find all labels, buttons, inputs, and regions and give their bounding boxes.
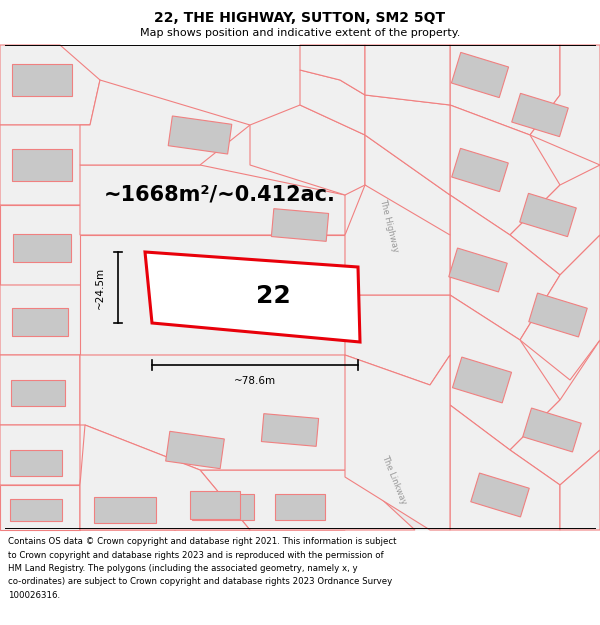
Polygon shape (80, 480, 185, 530)
Polygon shape (0, 425, 85, 485)
Polygon shape (250, 105, 365, 195)
Polygon shape (12, 308, 68, 336)
Polygon shape (166, 431, 224, 469)
Text: Map shows position and indicative extent of the property.: Map shows position and indicative extent… (140, 28, 460, 38)
Polygon shape (168, 116, 232, 154)
Text: HM Land Registry. The polygons (including the associated geometry, namely x, y: HM Land Registry. The polygons (includin… (8, 564, 358, 573)
Polygon shape (529, 293, 587, 337)
Text: ~1668m²/~0.412ac.: ~1668m²/~0.412ac. (104, 185, 336, 205)
Text: co-ordinates) are subject to Crown copyright and database rights 2023 Ordnance S: co-ordinates) are subject to Crown copyr… (8, 578, 392, 586)
Polygon shape (80, 235, 345, 355)
Polygon shape (145, 252, 360, 342)
Polygon shape (12, 64, 72, 96)
Polygon shape (530, 45, 600, 165)
Polygon shape (270, 477, 345, 530)
Polygon shape (0, 125, 95, 205)
Polygon shape (523, 408, 581, 452)
Text: 22, THE HIGHWAY, SUTTON, SM2 5QT: 22, THE HIGHWAY, SUTTON, SM2 5QT (154, 11, 446, 25)
Polygon shape (450, 45, 560, 135)
Polygon shape (520, 235, 600, 380)
Polygon shape (12, 149, 72, 181)
Polygon shape (452, 148, 508, 192)
Polygon shape (80, 165, 345, 235)
Polygon shape (80, 425, 250, 530)
Polygon shape (0, 205, 95, 285)
Polygon shape (365, 95, 450, 195)
Polygon shape (10, 499, 62, 521)
Polygon shape (300, 45, 365, 95)
Polygon shape (350, 470, 430, 530)
Text: Contains OS data © Crown copyright and database right 2021. This information is : Contains OS data © Crown copyright and d… (8, 537, 397, 546)
Polygon shape (271, 209, 329, 241)
Polygon shape (450, 195, 560, 340)
Polygon shape (0, 485, 80, 530)
Polygon shape (190, 491, 240, 519)
Polygon shape (449, 248, 507, 292)
Polygon shape (200, 470, 415, 530)
Polygon shape (450, 105, 560, 235)
Text: to Crown copyright and database rights 2023 and is reproduced with the permissio: to Crown copyright and database rights 2… (8, 551, 383, 559)
Polygon shape (365, 135, 450, 245)
Polygon shape (452, 357, 512, 403)
Polygon shape (0, 355, 90, 425)
Polygon shape (11, 380, 65, 406)
Polygon shape (345, 355, 450, 530)
Polygon shape (94, 497, 156, 523)
Polygon shape (450, 295, 560, 450)
Polygon shape (345, 295, 450, 385)
Polygon shape (451, 52, 509, 98)
Polygon shape (175, 480, 280, 530)
Polygon shape (512, 93, 568, 137)
Polygon shape (275, 494, 325, 520)
Polygon shape (510, 340, 600, 485)
Polygon shape (80, 80, 250, 165)
Polygon shape (80, 355, 345, 530)
Text: The Linkway: The Linkway (380, 454, 408, 506)
Polygon shape (345, 185, 450, 295)
Polygon shape (13, 234, 71, 262)
Text: ~24.5m: ~24.5m (95, 266, 105, 309)
Polygon shape (560, 450, 600, 530)
Text: ~78.6m: ~78.6m (234, 376, 276, 386)
Text: 22: 22 (256, 284, 291, 308)
Polygon shape (0, 45, 100, 125)
Polygon shape (345, 45, 450, 530)
Polygon shape (0, 45, 600, 530)
Text: 100026316.: 100026316. (8, 591, 60, 600)
Polygon shape (365, 45, 450, 105)
Polygon shape (80, 355, 350, 470)
Polygon shape (471, 473, 529, 517)
Polygon shape (520, 193, 576, 237)
Text: The Highway: The Highway (378, 198, 400, 252)
Polygon shape (300, 70, 365, 135)
Polygon shape (262, 414, 319, 446)
Polygon shape (0, 285, 95, 355)
Polygon shape (10, 450, 62, 476)
Polygon shape (510, 165, 600, 275)
Polygon shape (192, 494, 254, 520)
Polygon shape (450, 405, 560, 530)
